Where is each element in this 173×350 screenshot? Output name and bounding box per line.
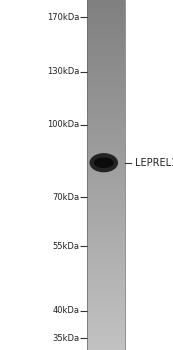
Ellipse shape bbox=[94, 158, 114, 168]
Text: 100kDa: 100kDa bbox=[47, 120, 80, 130]
Text: 170kDa: 170kDa bbox=[47, 13, 80, 22]
Text: 70kDa: 70kDa bbox=[52, 193, 80, 202]
Ellipse shape bbox=[90, 153, 118, 172]
Text: LEPREL1: LEPREL1 bbox=[135, 158, 173, 168]
Text: 130kDa: 130kDa bbox=[47, 67, 80, 76]
Text: 35kDa: 35kDa bbox=[52, 334, 80, 343]
Text: 55kDa: 55kDa bbox=[53, 242, 80, 251]
Text: 40kDa: 40kDa bbox=[53, 307, 80, 315]
